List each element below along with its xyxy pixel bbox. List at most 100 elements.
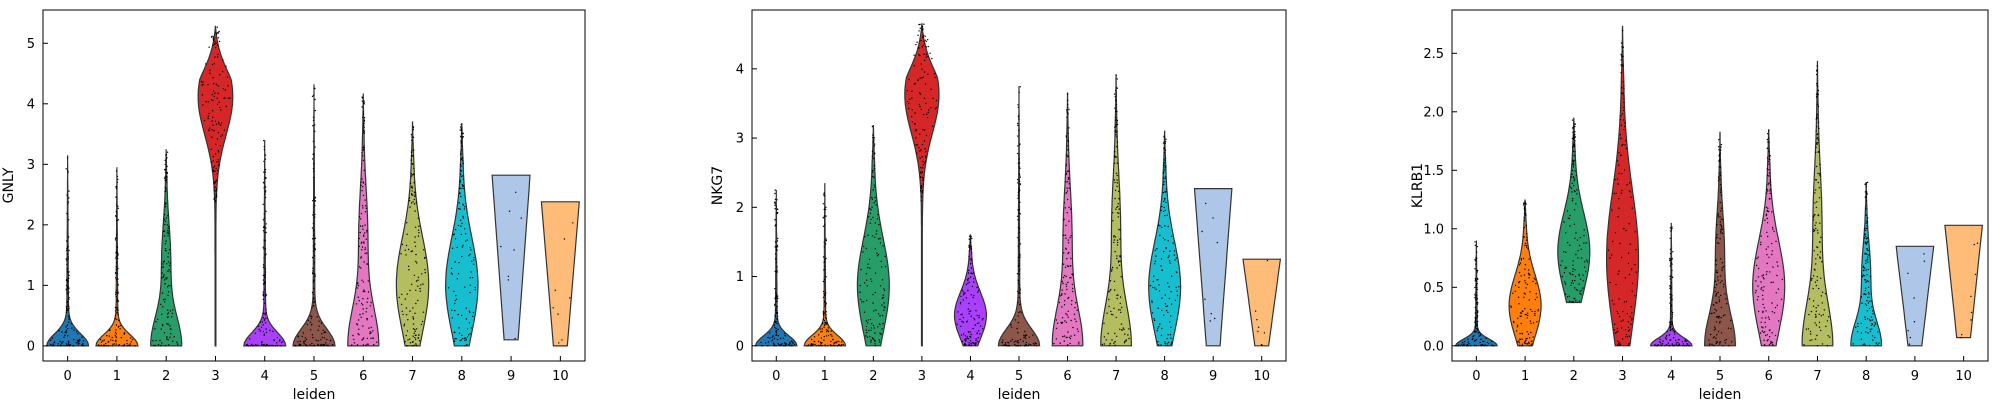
data-point bbox=[1069, 265, 1072, 267]
data-point bbox=[1528, 345, 1531, 347]
data-point bbox=[453, 340, 456, 342]
data-point bbox=[317, 329, 319, 331]
data-point bbox=[881, 328, 883, 330]
data-point bbox=[1573, 144, 1576, 146]
data-point bbox=[313, 255, 316, 257]
data-point bbox=[357, 283, 359, 285]
data-point bbox=[866, 331, 868, 334]
data-point bbox=[824, 268, 826, 271]
jitter-points-6 bbox=[1754, 129, 1784, 346]
data-point bbox=[1160, 334, 1163, 336]
data-point bbox=[1017, 245, 1019, 247]
data-point bbox=[982, 317, 984, 320]
data-point bbox=[1073, 334, 1076, 336]
data-point bbox=[118, 344, 121, 346]
data-point bbox=[919, 176, 921, 179]
data-point bbox=[884, 255, 886, 258]
data-point bbox=[1631, 312, 1633, 314]
data-point bbox=[924, 83, 927, 85]
data-point bbox=[1157, 307, 1159, 309]
data-point bbox=[404, 341, 406, 343]
data-point bbox=[414, 195, 416, 198]
data-point bbox=[837, 345, 839, 347]
data-point bbox=[1576, 189, 1578, 191]
data-point bbox=[773, 337, 776, 340]
data-point bbox=[1105, 339, 1108, 341]
data-point bbox=[167, 284, 170, 287]
data-point bbox=[362, 298, 364, 300]
x-tick-label: 7 bbox=[408, 369, 416, 384]
data-point bbox=[1812, 275, 1815, 277]
data-point bbox=[358, 237, 360, 240]
data-point bbox=[780, 345, 782, 347]
data-point bbox=[1563, 272, 1566, 274]
data-point bbox=[75, 331, 78, 333]
data-point bbox=[1815, 316, 1817, 318]
data-point bbox=[263, 302, 266, 304]
data-point bbox=[220, 135, 222, 137]
data-point bbox=[106, 335, 108, 337]
data-point bbox=[1814, 269, 1816, 271]
data-point bbox=[363, 117, 366, 119]
data-point bbox=[411, 190, 413, 192]
data-point bbox=[212, 90, 215, 92]
data-point bbox=[1524, 200, 1526, 203]
data-point bbox=[977, 341, 979, 343]
data-point bbox=[834, 341, 836, 344]
data-point bbox=[1669, 263, 1672, 265]
data-point bbox=[458, 261, 460, 264]
data-point bbox=[1517, 317, 1519, 319]
data-point bbox=[1025, 341, 1028, 344]
data-point bbox=[252, 345, 254, 347]
data-point bbox=[963, 333, 965, 335]
data-point bbox=[1480, 338, 1482, 340]
data-point bbox=[761, 345, 764, 347]
data-point bbox=[979, 325, 982, 327]
data-point bbox=[363, 122, 365, 125]
data-point bbox=[309, 344, 311, 346]
data-point bbox=[465, 307, 467, 309]
data-point bbox=[167, 294, 169, 296]
data-point bbox=[313, 247, 315, 249]
data-point bbox=[1106, 312, 1108, 314]
data-point bbox=[1067, 139, 1069, 142]
data-point bbox=[1523, 296, 1525, 298]
data-point bbox=[776, 338, 779, 341]
data-point bbox=[1635, 271, 1637, 273]
data-point bbox=[1772, 228, 1774, 230]
data-point bbox=[1164, 165, 1166, 167]
data-point bbox=[211, 93, 213, 96]
data-point bbox=[882, 294, 884, 296]
data-point bbox=[225, 105, 227, 108]
data-point bbox=[68, 296, 70, 299]
data-point bbox=[166, 171, 168, 174]
data-point bbox=[1073, 313, 1076, 315]
data-point bbox=[1466, 345, 1468, 347]
data-point bbox=[1257, 326, 1260, 328]
data-point bbox=[1561, 275, 1563, 278]
data-point bbox=[261, 341, 263, 343]
data-point bbox=[1970, 311, 1973, 314]
violin-3 bbox=[197, 25, 234, 347]
data-point bbox=[911, 97, 913, 99]
data-point bbox=[81, 344, 84, 346]
data-point bbox=[1564, 293, 1567, 295]
data-point bbox=[967, 277, 970, 280]
data-point bbox=[1817, 172, 1819, 174]
data-point bbox=[1769, 329, 1771, 331]
data-point bbox=[1670, 258, 1672, 260]
data-point bbox=[1868, 293, 1870, 295]
data-point bbox=[262, 246, 264, 248]
data-point bbox=[468, 310, 471, 312]
data-point bbox=[212, 44, 214, 46]
data-point bbox=[1582, 274, 1584, 276]
data-point bbox=[64, 331, 66, 333]
data-point bbox=[460, 158, 463, 161]
data-point bbox=[557, 313, 559, 315]
data-point bbox=[815, 345, 818, 347]
data-point bbox=[1573, 126, 1575, 128]
data-point bbox=[1717, 180, 1720, 182]
data-point bbox=[364, 199, 366, 201]
data-point bbox=[1064, 234, 1067, 236]
data-point bbox=[914, 123, 916, 125]
